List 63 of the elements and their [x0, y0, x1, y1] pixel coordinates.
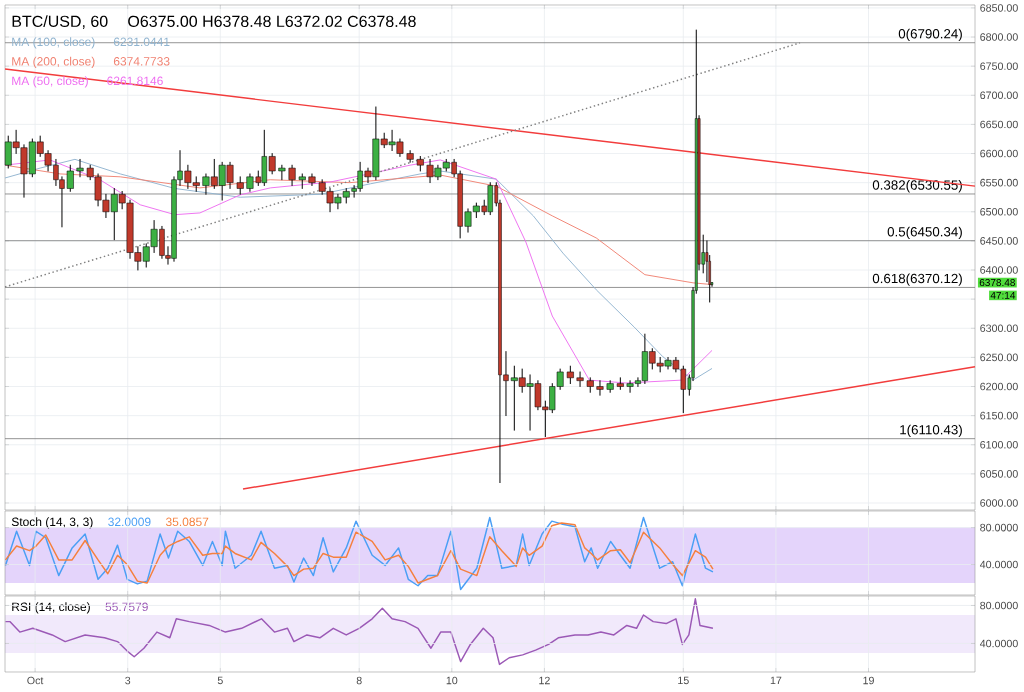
candlestick: [586, 377, 594, 393]
chart-title: Stoch (14, 3, 3): [11, 517, 93, 529]
y-tick-label: 40.0000: [979, 560, 1018, 569]
y-tick-label: 6450.00: [980, 237, 1018, 245]
y-tick-label: 6700.00: [980, 91, 1018, 100]
candlestick: [236, 176, 244, 195]
y-tick-label: 6850.00: [980, 4, 1018, 12]
x-tick-label: Oct: [27, 676, 44, 685]
annotation: 35.0857: [165, 517, 209, 527]
annotation: 6261.8146: [107, 76, 163, 86]
chart-title: RSI (14, close): [12, 602, 90, 614]
x-tick-label: 15: [678, 676, 689, 685]
candlestick: [298, 173, 306, 189]
y-tick-label: 6550.00: [980, 178, 1018, 187]
x-tick-label: 5: [217, 676, 223, 685]
annotation: 55.7579: [105, 602, 148, 612]
y-tick-label: 6500.00: [980, 208, 1018, 216]
annotation: 32.0009: [108, 517, 151, 527]
x-tick-label: 10: [446, 676, 458, 685]
ref-line-label: 0(6790.24): [898, 28, 962, 42]
y-tick-label: 80.0000: [980, 601, 1018, 610]
candlestick: [416, 155, 424, 172]
text: 6378.48: [979, 279, 1015, 287]
candlestick: [606, 380, 614, 393]
line-series: [4, 598, 714, 666]
text: MA (200, close): [12, 56, 95, 68]
annotation: 6374.7733: [113, 57, 170, 66]
candlestick: [406, 150, 414, 163]
candlestick: [278, 164, 286, 181]
x-tick-label: 19: [863, 676, 874, 685]
y-tick-label: 6750.00: [980, 62, 1018, 70]
y-tick-label: 6050.00: [980, 470, 1018, 478]
y-tick-label: 6400.00: [980, 266, 1018, 274]
candlestick: [76, 158, 84, 178]
y-tick-label: 6200.00: [980, 382, 1018, 391]
text: 47:14: [990, 291, 1016, 299]
y-tick-label: 6000.00: [980, 499, 1018, 507]
x-tick-label: 3: [125, 676, 131, 685]
x-tick-label: 17: [770, 676, 782, 685]
x-tick-label: 8: [356, 676, 362, 685]
y-tick-label: 6300.00: [980, 324, 1018, 333]
ref-line-label: 1(6110.43): [900, 424, 962, 438]
text: MA (50, close): [12, 76, 88, 88]
ref-line-label: 0.618(6370.12): [872, 273, 962, 286]
candlestick: [308, 173, 316, 187]
candlestick: [616, 377, 624, 390]
y-tick-label: 6600.00: [980, 149, 1018, 158]
line-series: [4, 516, 714, 591]
y-tick-label: 6800.00: [980, 33, 1018, 41]
text: BTC/USD, 60: [12, 15, 108, 29]
y-tick-label: 80.0000: [980, 523, 1018, 532]
y-tick-label: 6150.00: [980, 411, 1018, 420]
candlestick: [596, 380, 604, 396]
ref-line-label: 0.382(6530.55): [872, 179, 962, 193]
candlestick: [576, 371, 584, 388]
y-tick-label: 6100.00: [980, 440, 1018, 449]
y-tick-label: 6250.00: [980, 353, 1018, 362]
y-tick-label: 6650.00: [980, 120, 1018, 129]
x-tick-label: 12: [539, 676, 550, 685]
annotation: O6375.00 H6378.48 L6372.02 C6378.48: [128, 15, 416, 28]
ref-line-label: 0.5(6450.34): [887, 226, 962, 240]
candlestick: [288, 164, 296, 187]
y-tick-label: 40.0000: [979, 639, 1018, 648]
